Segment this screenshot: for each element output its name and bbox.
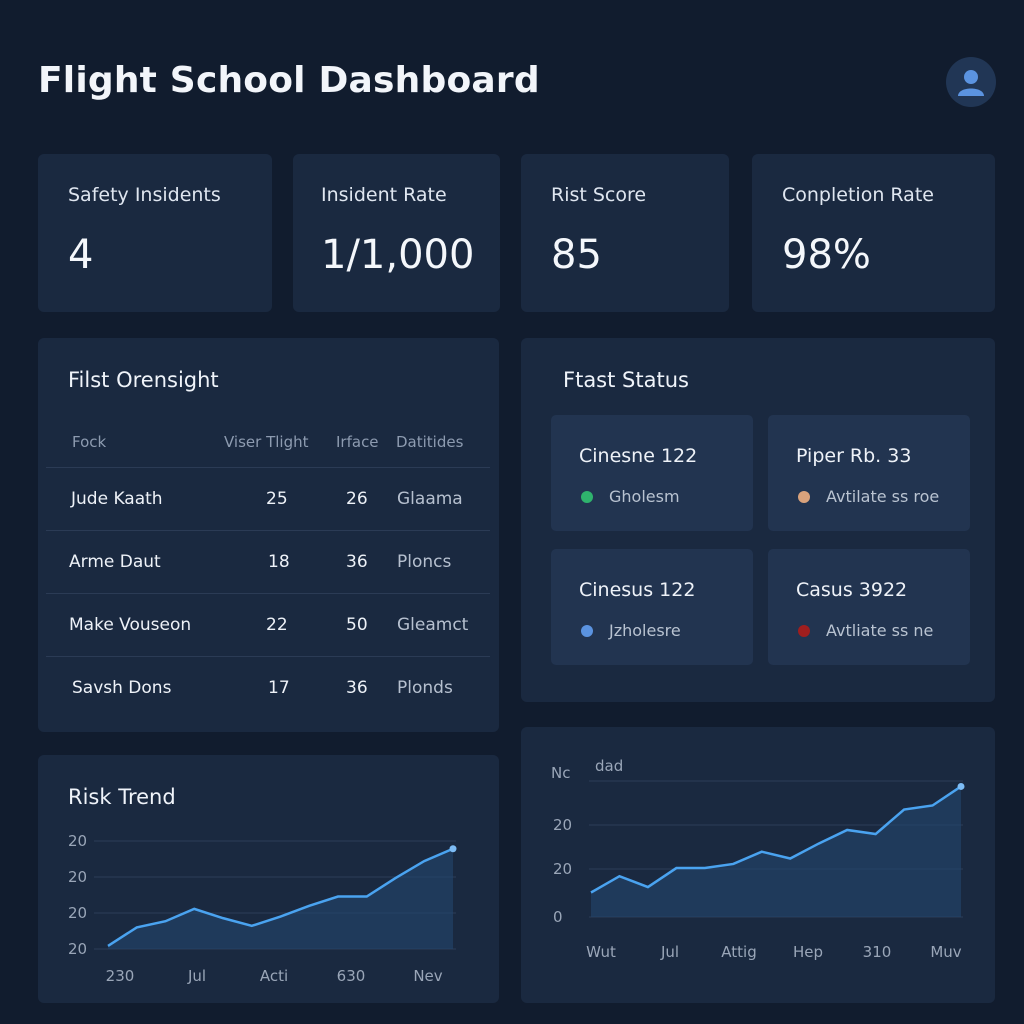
y-tick-label: 20: [68, 904, 87, 922]
cell-name: Make Vouseon: [69, 615, 192, 635]
risk-trend-chart: 20 20 20 20 230 Jul Acti 630 Nev: [68, 832, 457, 985]
row-divider: [46, 530, 490, 531]
y-tick-label: 20: [553, 816, 572, 834]
column-header[interactable]: Irface: [336, 433, 379, 451]
aircraft-card[interactable]: Cinesus 122 Jzholesre: [551, 549, 753, 665]
x-tick-label: 230: [106, 967, 135, 985]
kpi-card-risk-score: Rist Score 85: [521, 154, 729, 312]
fleet-status-panel: Ftast Status Cinesne 122 Gholesm Piper R…: [521, 338, 995, 702]
cell-status: Glaama: [397, 489, 463, 509]
row-divider: [46, 656, 490, 657]
kpi-value: 85: [551, 232, 602, 278]
status-text: Avtliate ss ne: [826, 621, 934, 640]
status-dot-icon: [581, 491, 593, 503]
x-tick-label: Acti: [260, 967, 288, 985]
aircraft-name: Cinesne 122: [579, 445, 698, 467]
x-tick-label: Nev: [413, 967, 442, 985]
kpi-label: Conpletion Rate: [782, 184, 934, 206]
y-tick-label: 20: [68, 868, 87, 886]
x-tick-label: Jul: [187, 967, 206, 985]
cell-status: Gleamct: [397, 615, 469, 635]
cell-value: 18: [268, 552, 290, 572]
x-tick-label: Wut: [586, 943, 616, 961]
cell-value: 22: [266, 615, 288, 635]
cell-value: 17: [268, 678, 290, 698]
kpi-label: Rist Score: [551, 184, 647, 206]
kpi-card-safety-incidents: Safety Insidents 4: [38, 154, 272, 312]
chart-top-label: dad: [595, 757, 623, 775]
kpi-value: 1/1,000: [321, 232, 475, 278]
series-line: [590, 785, 962, 894]
kpi-card-completion-rate: Conpletion Rate 98%: [752, 154, 995, 312]
y-tick-label: 20: [553, 860, 572, 878]
cell-value: 25: [266, 489, 288, 509]
cell-name: Arme Daut: [69, 552, 161, 572]
table-row[interactable]: Arme Daut 18 36 Ploncs: [46, 531, 490, 594]
table-row[interactable]: Make Vouseon 22 50 Gleamct: [46, 594, 490, 657]
cell-name: Jude Kaath: [71, 489, 163, 509]
panel-title: Ftast Status: [563, 368, 689, 392]
aircraft-card[interactable]: Piper Rb. 33 Avtilate ss roe: [768, 415, 970, 531]
table-row[interactable]: Savsh Dons 17 36 Plonds: [46, 657, 490, 720]
status-dot-icon: [798, 625, 810, 637]
cell-name: Savsh Dons: [72, 678, 172, 698]
cell-status: Plonds: [397, 678, 453, 698]
status-text: Avtilate ss roe: [826, 487, 940, 506]
user-icon: [958, 70, 984, 96]
aircraft-card[interactable]: Casus 3922 Avtliate ss ne: [768, 549, 970, 665]
kpi-value: 4: [68, 232, 94, 278]
data-point[interactable]: [449, 845, 457, 853]
y-tick-label: 20: [68, 940, 87, 958]
series-line: [107, 847, 454, 947]
cell-status: Ploncs: [397, 552, 452, 572]
column-header[interactable]: Datitides: [396, 433, 464, 451]
column-header[interactable]: Viser Tlight: [224, 433, 309, 451]
column-header[interactable]: Fock: [72, 433, 107, 451]
aircraft-name: Piper Rb. 33: [796, 445, 912, 467]
aircraft-name: Cinesus 122: [579, 579, 696, 601]
x-tick-label: Attig: [721, 943, 756, 961]
trend-panel: Nc dad 20 20 0 Wut Jul Attig Hep 310 Muv: [521, 727, 995, 1003]
series-area: [591, 786, 961, 917]
trend-chart: Nc dad 20 20 0 Wut Jul Attig Hep 310 Muv: [551, 757, 965, 961]
status-text: Gholesm: [609, 487, 680, 506]
table-row[interactable]: Jude Kaath 25 26 Glaama: [46, 468, 490, 531]
aircraft-card[interactable]: Cinesne 122 Gholesm: [551, 415, 753, 531]
y-tick-label: 0: [553, 908, 563, 926]
y-tick-label: 20: [68, 832, 87, 850]
x-tick-label: Muv: [930, 943, 961, 961]
panel-title: Filst Orensight: [68, 368, 219, 392]
x-tick-label: Hep: [793, 943, 823, 961]
status-dot-icon: [798, 491, 810, 503]
panel-title: Risk Trend: [68, 785, 176, 809]
x-tick-label: 310: [863, 943, 892, 961]
cell-value: 50: [346, 615, 368, 635]
kpi-value: 98%: [782, 232, 871, 278]
cell-value: 36: [346, 678, 368, 698]
page-title: Flight School Dashboard: [38, 60, 540, 101]
risk-trend-panel: Risk Trend 20 20 20 20 230 Jul Acti 630 Nev: [38, 755, 499, 1003]
overview-panel: Filst Orensight Fock Viser Tlight Irface…: [38, 338, 499, 732]
x-tick-label: 630: [337, 967, 366, 985]
status-dot-icon: [581, 625, 593, 637]
kpi-card-incident-rate: Insident Rate 1/1,000: [293, 154, 500, 312]
series-area: [108, 848, 453, 949]
kpi-label: Safety Insidents: [68, 184, 221, 206]
x-tick-label: Jul: [660, 943, 679, 961]
data-point[interactable]: [957, 782, 965, 790]
status-text: Jzholesre: [609, 621, 681, 640]
cell-value: 26: [346, 489, 368, 509]
avatar[interactable]: [946, 57, 996, 107]
row-divider: [46, 467, 490, 468]
aircraft-name: Casus 3922: [796, 579, 908, 601]
cell-value: 36: [346, 552, 368, 572]
kpi-label: Insident Rate: [321, 184, 447, 206]
row-divider: [46, 593, 490, 594]
chart-corner-label: Nc: [551, 764, 570, 782]
